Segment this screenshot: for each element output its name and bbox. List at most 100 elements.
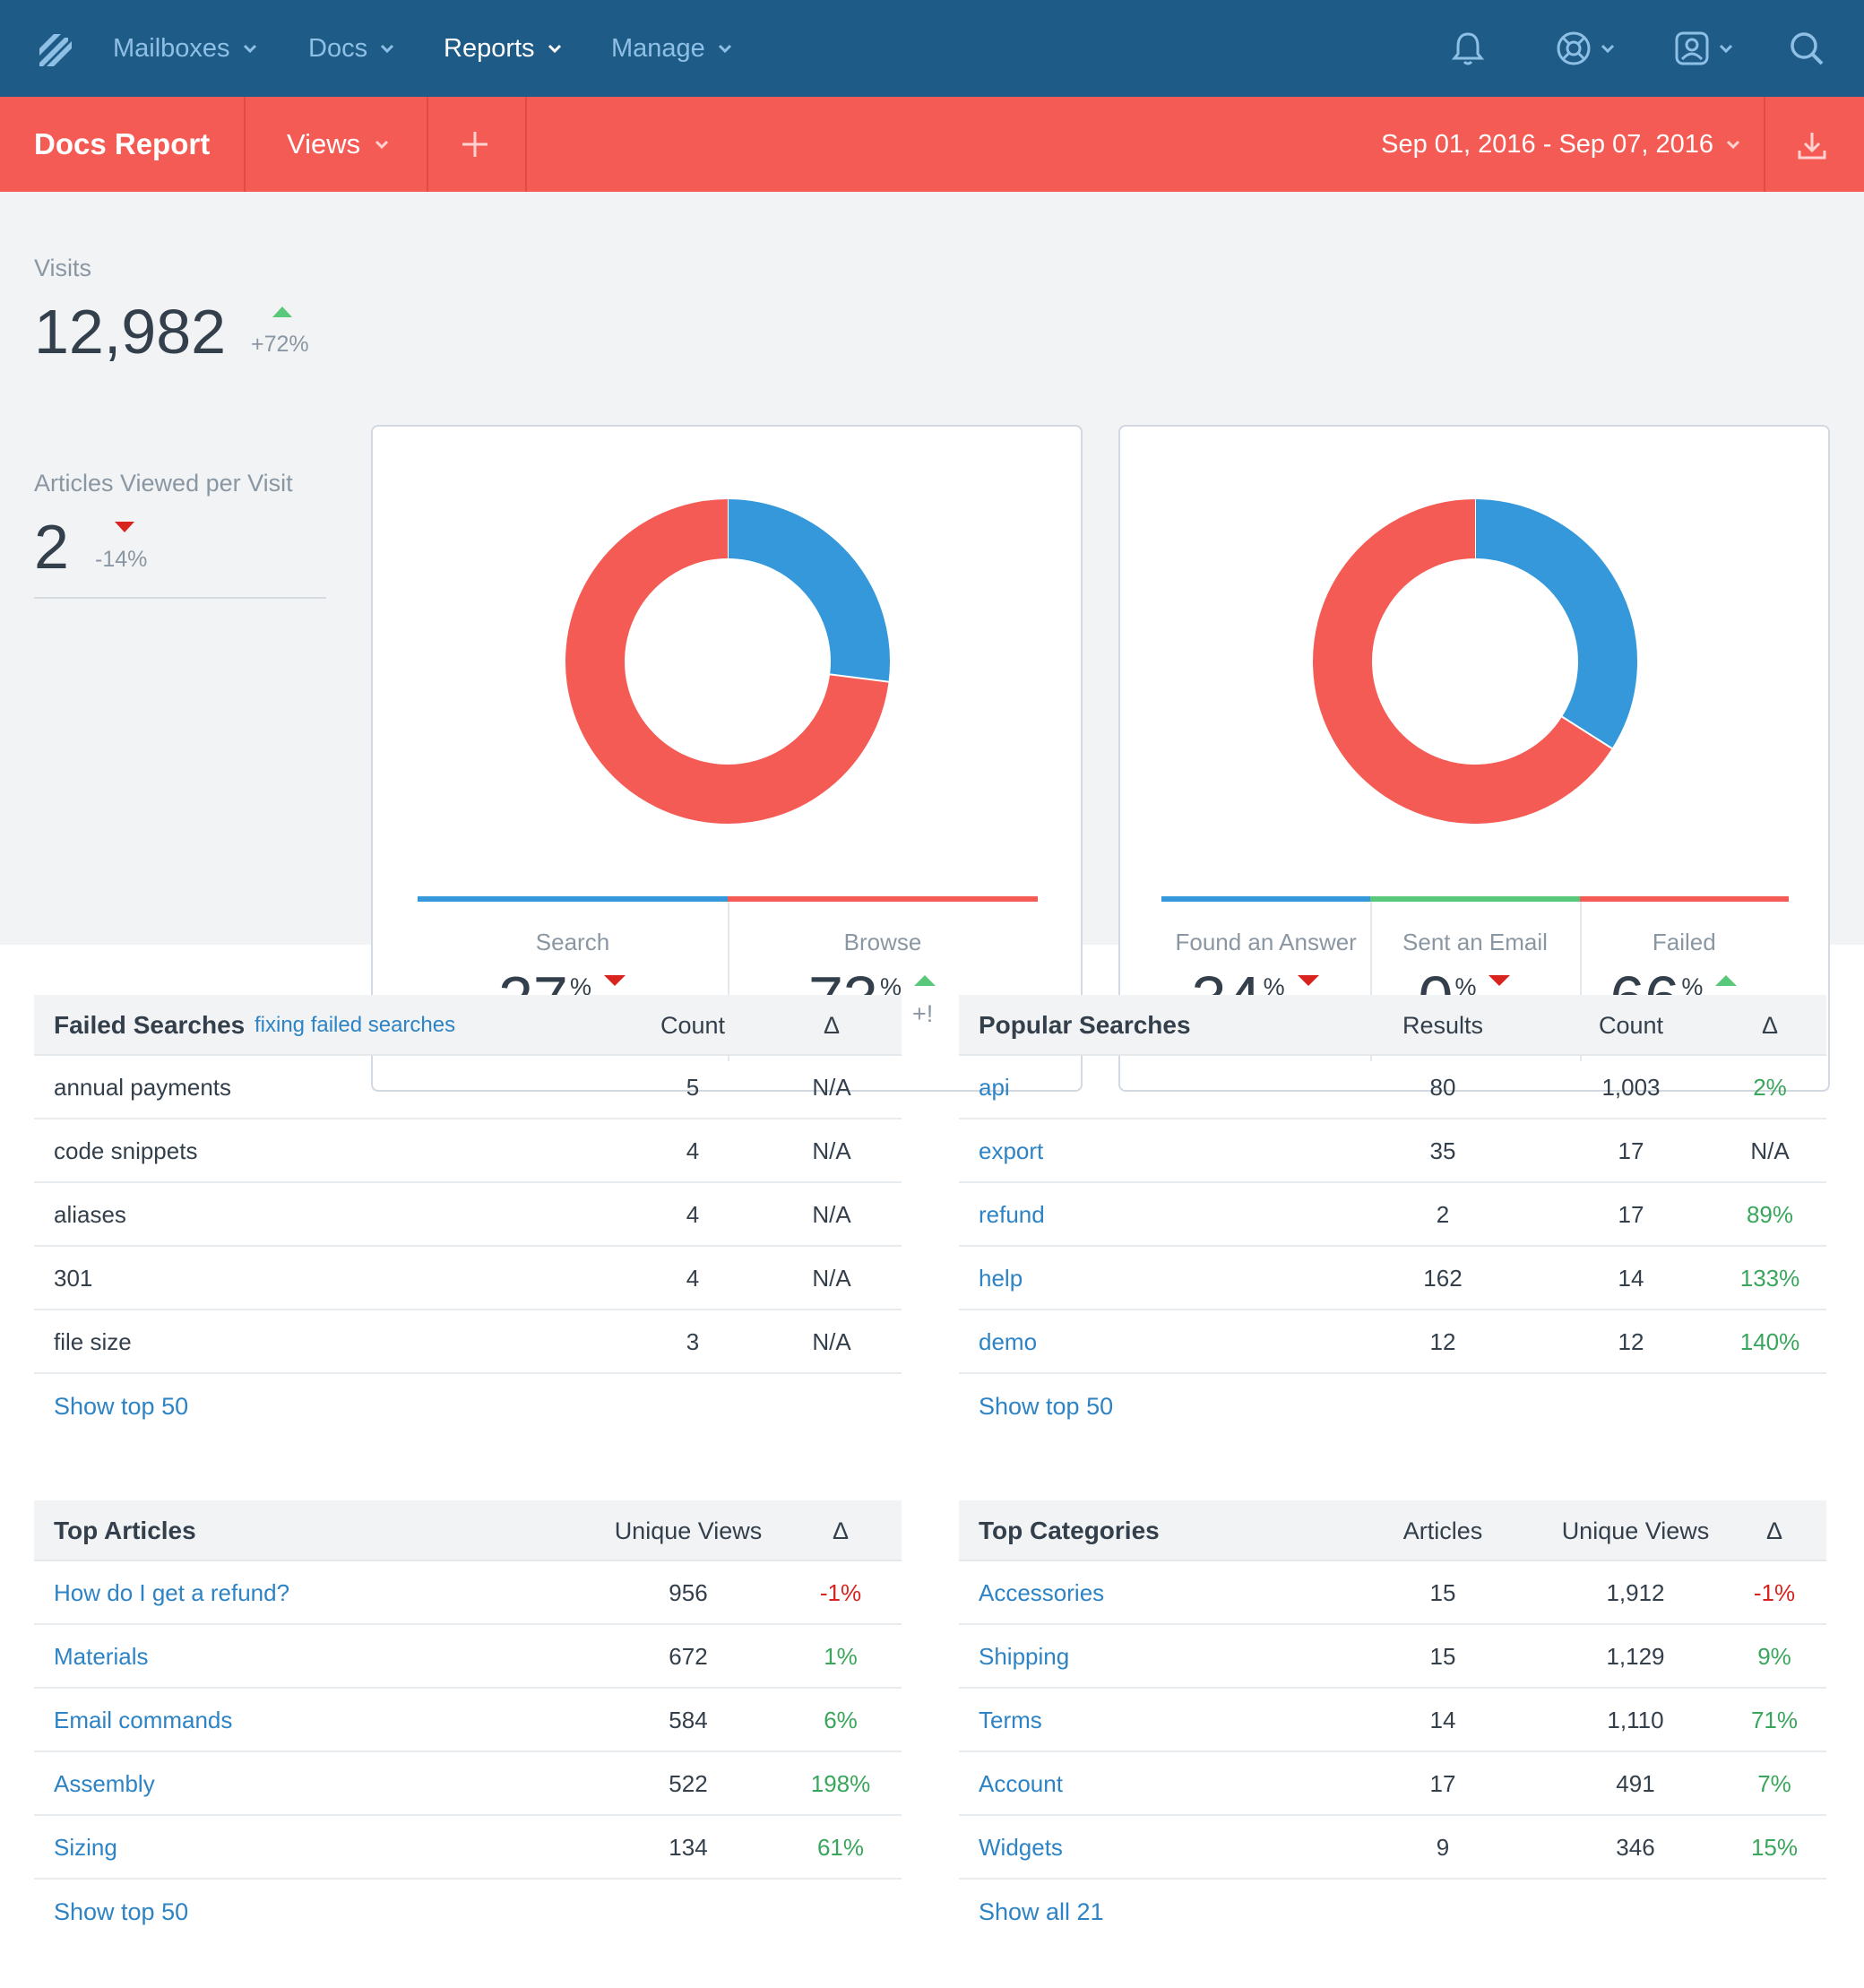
fixing-failed-searches-link[interactable]: fixing failed searches (255, 1013, 456, 1037)
popular-searches-table: Popular Searches Results Count Δ api 80 1,… (959, 995, 1826, 1443)
delta-cell: 7% (1757, 1770, 1791, 1797)
chevron-down-icon (1601, 44, 1615, 54)
delta-cell: 9% (1757, 1643, 1791, 1670)
date-range-picker[interactable]: Sep 01, 2016 - Sep 07, 2016 (1381, 97, 1742, 192)
delta-cell: 15% (1750, 1834, 1799, 1861)
legend-bar-failed (1579, 896, 1789, 902)
legend-bar-found-an-answer (1161, 896, 1371, 902)
failed-searches-table: Failed Searches fixing failed searches C… (34, 995, 902, 1443)
plus-icon[interactable] (461, 130, 489, 159)
delta-cell: 133% (1739, 1265, 1800, 1292)
delta-cell: N/A (812, 1201, 851, 1228)
category-link[interactable]: Account (979, 1770, 1063, 1797)
unique-views-cell: 956 (669, 1579, 708, 1606)
show-all-link[interactable]: Show all 21 (979, 1898, 1104, 1925)
unique-views-cell: 491 (1616, 1770, 1655, 1797)
table-row: 301 4 N/A (34, 1247, 902, 1310)
count-cell: 17 (1618, 1137, 1644, 1164)
column-header-count[interactable]: Count (660, 1012, 726, 1039)
category-link[interactable]: Accessories (979, 1579, 1105, 1606)
article-link[interactable]: Email commands (54, 1707, 233, 1733)
article-link[interactable]: Assembly (54, 1770, 155, 1797)
count-cell: 4 (686, 1137, 700, 1164)
trend-down-icon (1489, 975, 1511, 986)
delta-cell: 6% (824, 1707, 858, 1733)
count-cell: 1,003 (1601, 1074, 1661, 1101)
notifications-button[interactable] (1448, 27, 1488, 70)
chevron-down-icon (548, 44, 561, 54)
search-term-link[interactable]: demo (979, 1328, 1038, 1355)
unique-views-cell: 1,129 (1606, 1643, 1665, 1670)
articles-cell: 9 (1436, 1834, 1450, 1861)
help-menu-button[interactable] (1554, 27, 1617, 70)
date-range-label: Sep 01, 2016 - Sep 07, 2016 (1381, 129, 1713, 159)
column-header-results[interactable]: Results (1402, 1012, 1484, 1039)
search-button[interactable] (1787, 27, 1826, 70)
show-top-50-link[interactable]: Show top 50 (979, 1393, 1114, 1420)
articles-cell: 14 (1429, 1707, 1456, 1733)
articles-per-visit-label: Articles Viewed per Visit (34, 470, 293, 497)
logo-icon[interactable] (36, 30, 75, 70)
table-row: Assembly 522 198% (34, 1752, 902, 1816)
column-header-delta[interactable]: Δ (823, 1012, 841, 1039)
nav-reports-label: Reports (444, 34, 535, 63)
search-term-link[interactable]: export (979, 1137, 1044, 1164)
search-browse-donut-chart (565, 499, 890, 824)
nav-mailboxes[interactable]: Mailboxes (113, 0, 259, 97)
category-link[interactable]: Shipping (979, 1643, 1070, 1670)
profile-menu-button[interactable] (1672, 27, 1735, 70)
views-label: Views (287, 128, 361, 160)
nav-manage[interactable]: Manage (611, 0, 734, 97)
unique-views-cell: 1,110 (1607, 1707, 1664, 1733)
nav-manage-label: Manage (611, 34, 705, 63)
column-header-unique-views[interactable]: Unique Views (614, 1517, 763, 1544)
count-cell: 12 (1618, 1328, 1644, 1355)
column-header-delta[interactable]: Δ (832, 1517, 850, 1544)
table-row: Materials 672 1% (34, 1625, 902, 1689)
table-header: Top Categories Articles Unique Views Δ (959, 1500, 1826, 1561)
results-cell: 2 (1436, 1201, 1450, 1228)
table-header: Popular Searches Results Count Δ (959, 995, 1826, 1056)
column-header-count[interactable]: Count (1598, 1012, 1664, 1039)
views-dropdown[interactable]: Views (287, 97, 391, 192)
delta-cell: N/A (812, 1074, 851, 1101)
metric-label: Search (535, 929, 610, 955)
article-link[interactable]: How do I get a refund? (54, 1579, 290, 1606)
category-link[interactable]: Terms (979, 1707, 1042, 1733)
table-row: Email commands 584 6% (34, 1689, 902, 1752)
donut-slice-failed (1313, 499, 1612, 824)
donut-slice-found-an-answer (1474, 499, 1637, 748)
delta-cell: 198% (810, 1770, 871, 1797)
category-link[interactable]: Widgets (979, 1834, 1063, 1861)
results-cell: 35 (1429, 1137, 1456, 1164)
table-row: export 35 17 N/A (959, 1119, 1826, 1183)
divider (1370, 902, 1373, 1061)
show-top-50-link[interactable]: Show top 50 (54, 1393, 189, 1420)
search-term-link[interactable]: help (979, 1265, 1023, 1292)
column-header-delta[interactable]: Δ (1765, 1517, 1783, 1544)
unique-views-cell: 522 (669, 1770, 708, 1797)
articles-cell: 17 (1429, 1770, 1456, 1797)
results-cell: 162 (1423, 1265, 1463, 1292)
visits-label: Visits (34, 255, 92, 281)
bell-icon (1451, 32, 1485, 65)
nav-reports[interactable]: Reports (444, 0, 564, 97)
search-term-link[interactable]: api (979, 1074, 1010, 1101)
count-cell: 4 (686, 1265, 700, 1292)
column-header-unique-views[interactable]: Unique Views (1561, 1517, 1710, 1544)
column-header-delta[interactable]: Δ (1761, 1012, 1779, 1039)
nav-docs[interactable]: Docs (308, 0, 396, 97)
table-row: Sizing 134 61% (34, 1816, 902, 1880)
trend-down-icon (1297, 975, 1319, 986)
show-top-50-link[interactable]: Show top 50 (54, 1898, 189, 1925)
download-icon[interactable] (1796, 129, 1828, 161)
chevron-down-icon (1719, 44, 1733, 54)
article-link[interactable]: Materials (54, 1643, 149, 1670)
search-term-link[interactable]: refund (979, 1201, 1045, 1228)
table-row: demo 12 12 140% (959, 1310, 1826, 1374)
legend-bar-search (418, 896, 728, 902)
article-link[interactable]: Sizing (54, 1834, 117, 1861)
column-header-articles[interactable]: Articles (1402, 1517, 1483, 1544)
chevron-down-icon (1726, 140, 1740, 150)
search-term: file size (54, 1328, 132, 1355)
